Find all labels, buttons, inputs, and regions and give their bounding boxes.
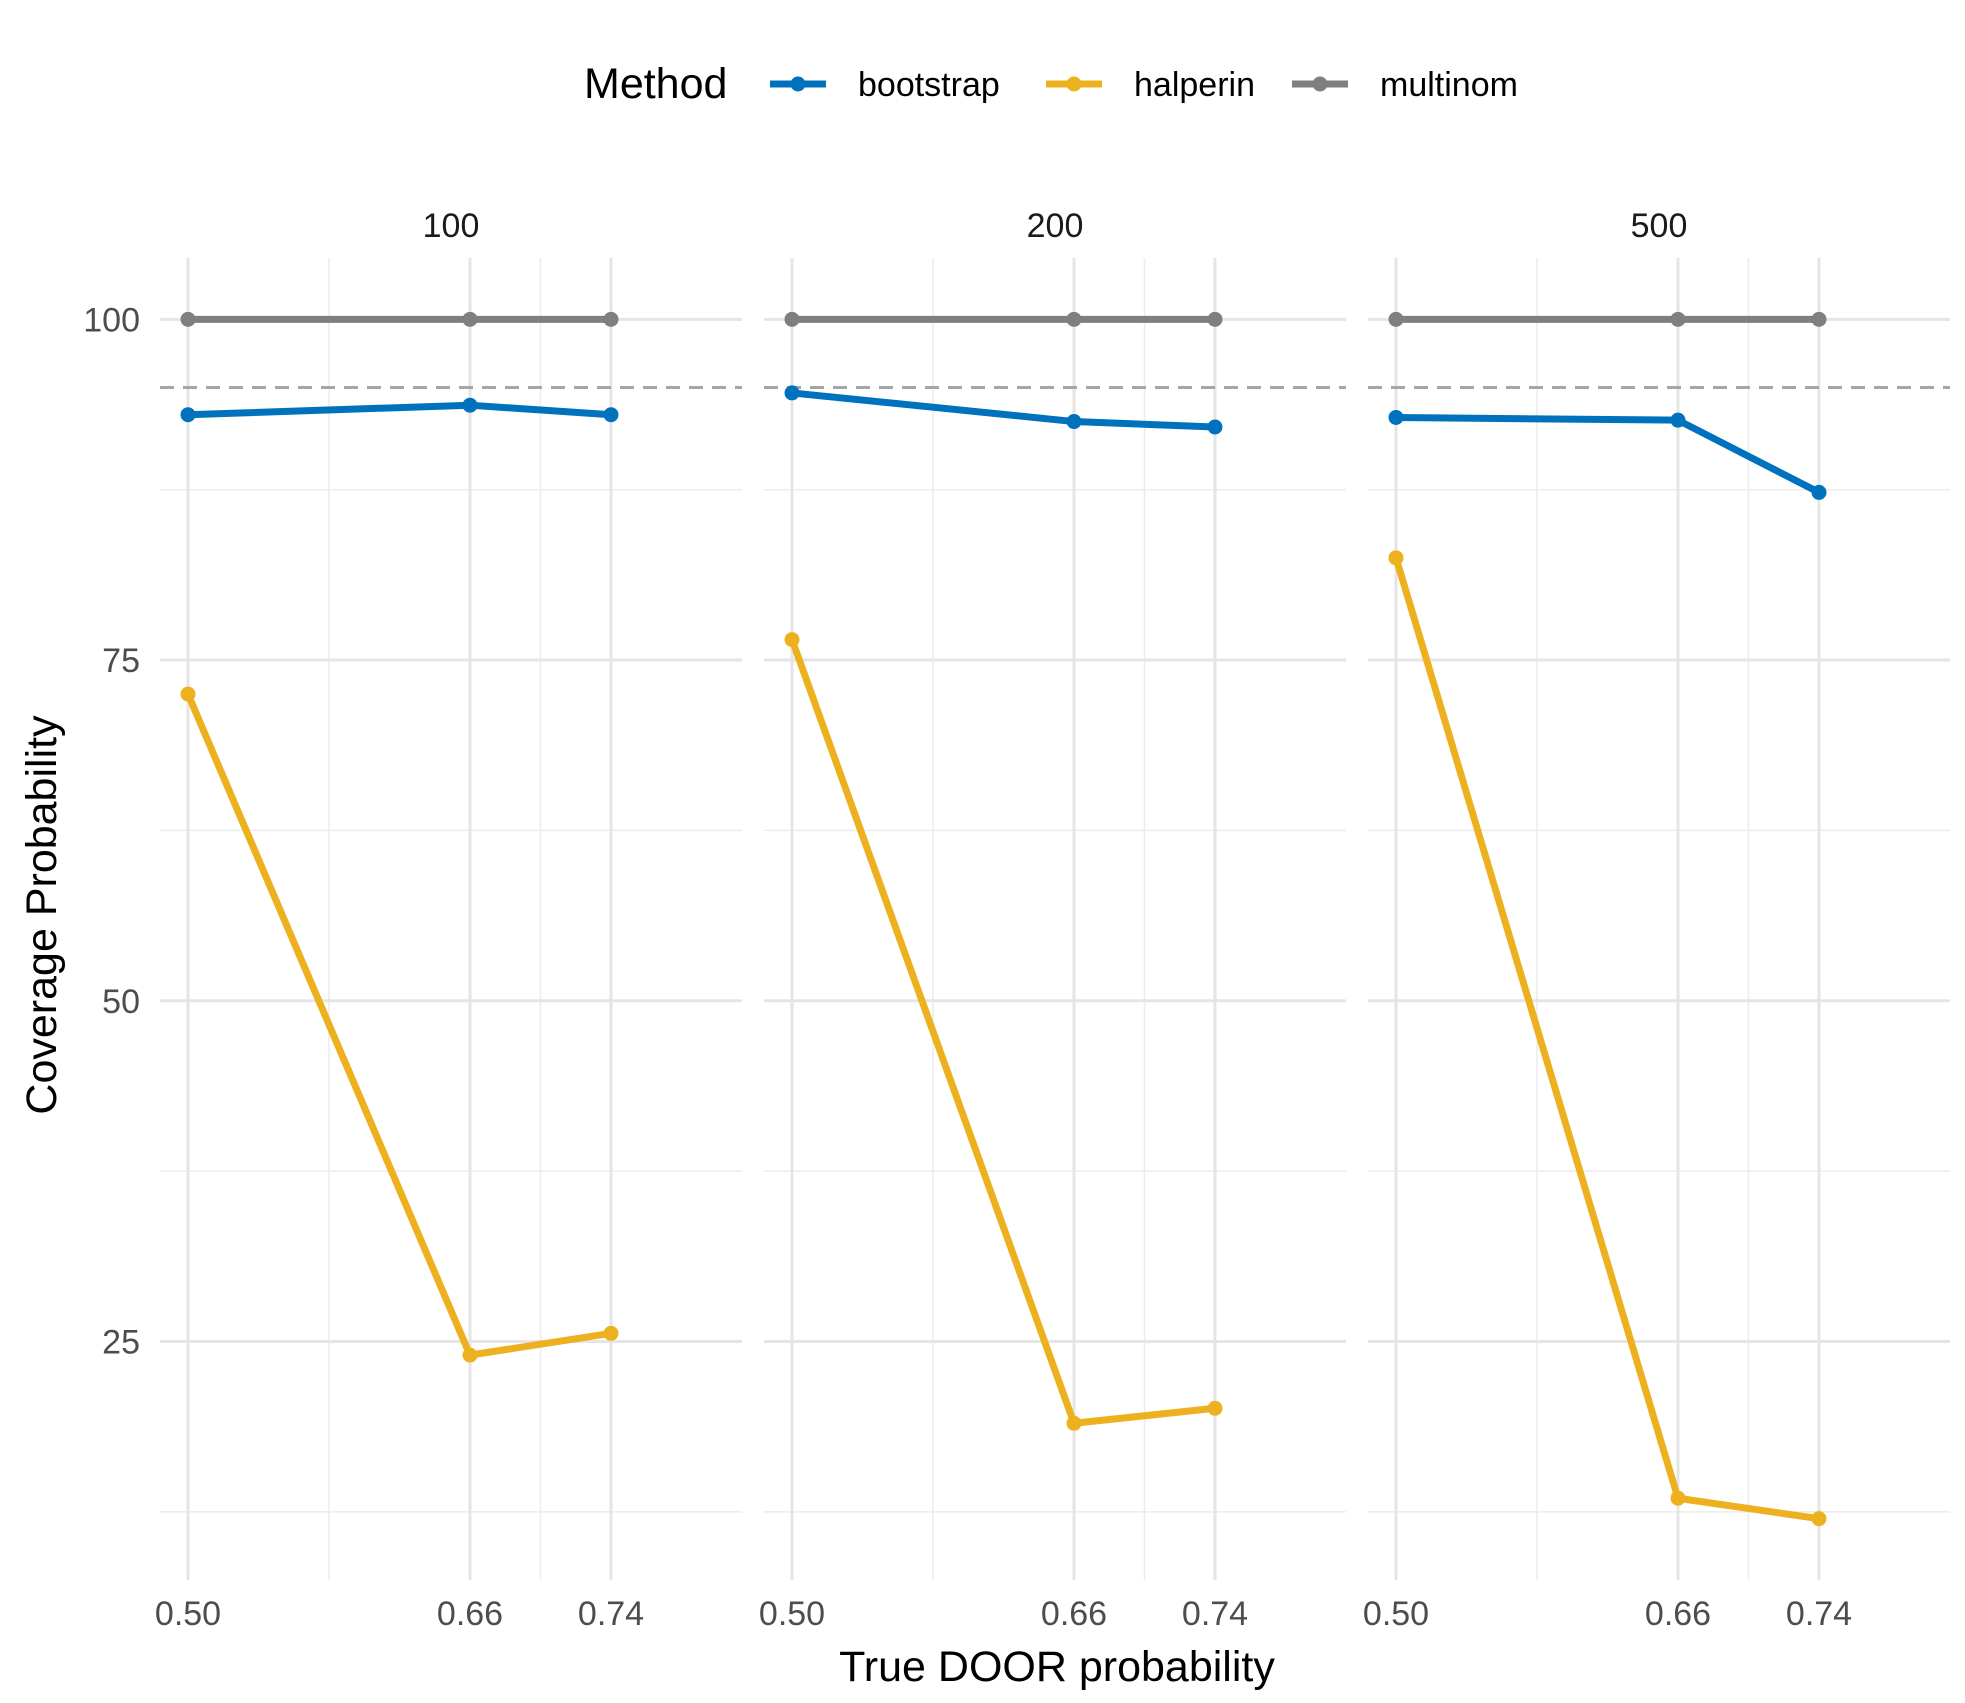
x-tick-label: 0.74 (1182, 1595, 1248, 1633)
data-point-multinom (1066, 311, 1082, 327)
data-point-halperin (603, 1325, 619, 1341)
y-tick-label: 50 (102, 983, 140, 1021)
data-point-multinom (462, 311, 478, 327)
data-point-multinom (1670, 311, 1686, 327)
x-tick-label: 0.50 (759, 1595, 825, 1633)
panel-100: 100 0.50 0.66 0.74 (155, 207, 742, 1633)
x-tick-label: 0.66 (1041, 1595, 1107, 1633)
y-tick-label: 75 (102, 642, 140, 680)
x-tick-label: 0.74 (578, 1595, 644, 1633)
data-point-multinom (180, 311, 196, 327)
data-point-halperin (1670, 1490, 1686, 1506)
legend-label-multinom: multinom (1380, 66, 1518, 104)
data-point-halperin (180, 686, 196, 702)
series-line-bootstrap (1395, 413, 1821, 496)
series-line-bootstrap (187, 401, 612, 419)
x-tick-label: 0.50 (1363, 1595, 1429, 1633)
y-axis-title: Coverage Probability (18, 715, 66, 1115)
series-line-halperin (184, 692, 612, 1359)
data-point-halperin (1811, 1511, 1827, 1527)
y-tick-label: 25 (102, 1323, 140, 1361)
data-point-bootstrap (1066, 414, 1082, 430)
data-point-multinom (1811, 311, 1827, 327)
legend-item-halperin: halperin (1046, 66, 1255, 104)
legend-key-point (790, 76, 806, 92)
data-point-bootstrap (603, 407, 619, 423)
legend: Method bootstrap halperin multinom (584, 60, 1518, 108)
x-tick-label: 0.66 (1645, 1595, 1711, 1633)
data-point-halperin (1388, 550, 1404, 566)
data-point-bootstrap (1388, 409, 1404, 425)
data-point-multinom (1388, 311, 1404, 327)
legend-key-point (1312, 76, 1328, 92)
data-point-bootstrap (1207, 419, 1223, 435)
data-point-bootstrap (784, 385, 800, 401)
data-point-bootstrap (462, 397, 478, 413)
panel-500: 500 0.50 0.66 0.74 (1363, 207, 1950, 1633)
legend-item-multinom: multinom (1292, 66, 1518, 104)
data-point-halperin (462, 1347, 478, 1363)
data-point-multinom (603, 311, 619, 327)
legend-label-bootstrap: bootstrap (858, 66, 1000, 104)
legend-title: Method (584, 60, 727, 108)
series-line-halperin (1392, 556, 1820, 1523)
data-point-halperin (1207, 1400, 1223, 1416)
data-point-bootstrap (180, 407, 196, 423)
legend-label-halperin: halperin (1134, 66, 1255, 104)
panel-strip-label: 200 (1027, 207, 1084, 245)
x-tick-label: 0.66 (437, 1595, 503, 1633)
x-tick-label: 0.74 (1786, 1595, 1852, 1633)
legend-key-point (1066, 76, 1082, 92)
x-tick-label: 0.50 (155, 1595, 221, 1633)
panel-200: 200 0.50 0.66 0.74 (759, 207, 1346, 1633)
data-point-bootstrap (1670, 412, 1686, 428)
data-point-bootstrap (1811, 484, 1827, 500)
series-line-bootstrap (791, 389, 1216, 431)
panel-strip-label: 500 (1631, 207, 1688, 245)
legend-item-bootstrap: bootstrap (770, 66, 1000, 104)
x-axis-title: True DOOR probability (839, 1643, 1275, 1691)
series-line-halperin (788, 638, 1216, 1427)
data-point-halperin (784, 632, 800, 648)
data-point-halperin (1066, 1415, 1082, 1431)
data-point-multinom (1207, 311, 1223, 327)
y-tick-label: 100 (83, 301, 140, 339)
data-point-multinom (784, 311, 800, 327)
panel-strip-label: 100 (423, 207, 480, 245)
